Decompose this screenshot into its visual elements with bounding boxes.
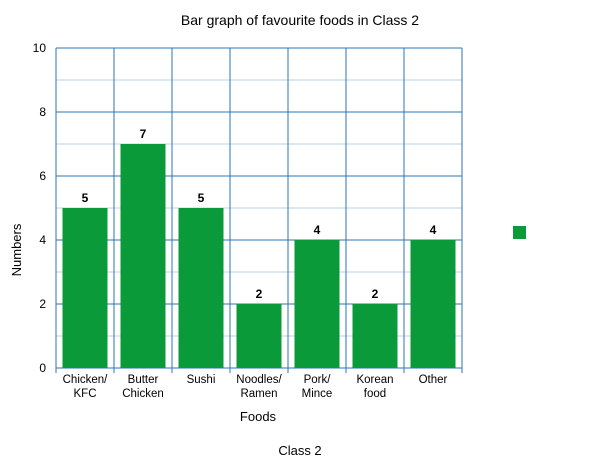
y-tick-labels: 0 2 4 6 8 10 xyxy=(33,41,47,375)
bars xyxy=(62,144,456,368)
x-tick-label: Noodles/ xyxy=(236,374,282,386)
data-label: 2 xyxy=(256,287,263,301)
bar xyxy=(236,304,282,368)
chart-title: Bar graph of favourite foods in Class 2 xyxy=(181,12,419,28)
x-tick-label: Chicken xyxy=(122,388,164,400)
legend-swatch xyxy=(513,226,526,239)
x-tick-label: Ramen xyxy=(240,388,277,400)
data-label: 4 xyxy=(430,223,437,237)
data-label: 2 xyxy=(372,287,379,301)
y-tick-label: 6 xyxy=(39,169,46,183)
data-label: 4 xyxy=(314,223,321,237)
y-axis-label: Numbers xyxy=(9,223,24,276)
x-tick-label: Other xyxy=(419,374,448,386)
x-tick-label: Butter xyxy=(128,374,159,386)
bar xyxy=(410,240,456,368)
bar xyxy=(352,304,398,368)
x-tick-label: Korean xyxy=(356,374,393,386)
data-label: 5 xyxy=(198,191,205,205)
data-label: 7 xyxy=(140,127,147,141)
data-labels: 5 7 5 2 4 2 4 xyxy=(82,127,437,301)
legend xyxy=(513,226,526,239)
bar xyxy=(178,208,224,368)
y-tick-label: 8 xyxy=(39,105,46,119)
x-tick-label: Sushi xyxy=(187,374,216,386)
bar xyxy=(62,208,108,368)
x-tick-label: Chicken/ xyxy=(63,374,109,386)
x-tick-labels: Chicken/KFC Butter Chicken Sushi Noodles/Ram… xyxy=(63,374,448,400)
y-tick-label: 2 xyxy=(39,297,46,311)
bar xyxy=(294,240,340,368)
x-tick-label: food xyxy=(364,388,386,400)
x-axis-label: Foods xyxy=(240,409,277,424)
bar xyxy=(120,144,166,368)
x-tick-label: Pork/ xyxy=(304,374,332,386)
data-label: 5 xyxy=(82,191,89,205)
footer-label: Class 2 xyxy=(278,443,321,458)
y-tick-label: 0 xyxy=(39,361,46,375)
x-tick-label: KFC xyxy=(74,388,97,400)
y-tick-label: 4 xyxy=(39,233,46,247)
x-tick-label: Mince xyxy=(302,388,333,400)
y-tick-label: 10 xyxy=(33,41,47,55)
